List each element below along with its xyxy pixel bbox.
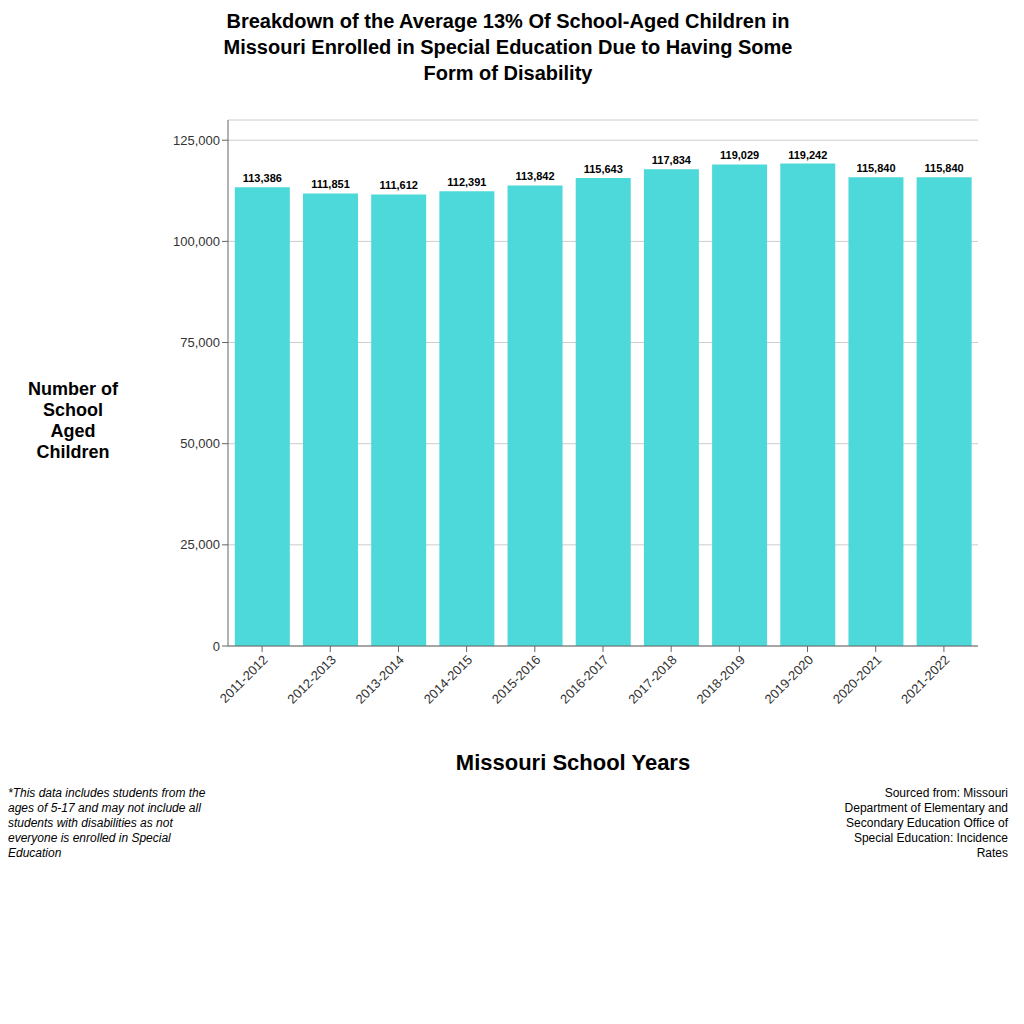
svg-text:111,851: 111,851 [311, 178, 350, 190]
html-text:*This data includes students f: *This data includes students from the ag… [8, 786, 206, 860]
svg-text:2012-2013: 2012-2013 [284, 652, 339, 707]
svg-text:25,000: 25,000 [180, 537, 220, 552]
svg-text:119,242: 119,242 [788, 149, 827, 161]
html-text:Missouri School Years: Missouri School Years [455, 750, 691, 775]
html-text:Sourced from: Missouri Departm: Sourced from: Missouri Department of Ele… [844, 786, 1008, 860]
svg-text:2015-2016: 2015-2016 [489, 652, 544, 707]
svg-text:75,000: 75,000 [180, 335, 220, 350]
svg-text:2019-2020: 2019-2020 [762, 652, 817, 707]
svg-text:2014-2015: 2014-2015 [421, 652, 476, 707]
svg-text:117,834: 117,834 [652, 154, 692, 166]
svg-text:2017-2018: 2017-2018 [625, 652, 680, 707]
svg-text:113,842: 113,842 [515, 170, 554, 182]
svg-text:115,840: 115,840 [856, 162, 895, 174]
svg-text:2011-2012: 2011-2012 [217, 652, 271, 706]
svg-text:125,000: 125,000 [173, 133, 220, 148]
svg-text:2018-2019: 2018-2019 [693, 652, 748, 707]
svg-text:2016-2017: 2016-2017 [557, 652, 612, 707]
svg-text:50,000: 50,000 [180, 436, 220, 451]
svg-text:115,840: 115,840 [925, 162, 964, 174]
svg-text:115,643: 115,643 [584, 163, 623, 175]
svg-text:112,391: 112,391 [447, 176, 486, 188]
svg-text:113,386: 113,386 [243, 172, 282, 184]
html-text:Number of School Aged Children: Number of School Aged Children [28, 379, 118, 462]
svg-text:2013-2014: 2013-2014 [353, 652, 408, 707]
svg-text:119,029: 119,029 [720, 149, 759, 161]
svg-text:111,612: 111,612 [379, 179, 418, 191]
html-text:Breakdown of the Average 13% O: Breakdown of the Average 13% Of School-A… [223, 10, 793, 84]
svg-text:2020-2021: 2020-2021 [830, 652, 885, 707]
svg-text:100,000: 100,000 [173, 234, 220, 249]
svg-text:0: 0 [213, 639, 220, 654]
svg-text:2021-2022: 2021-2022 [898, 652, 953, 707]
